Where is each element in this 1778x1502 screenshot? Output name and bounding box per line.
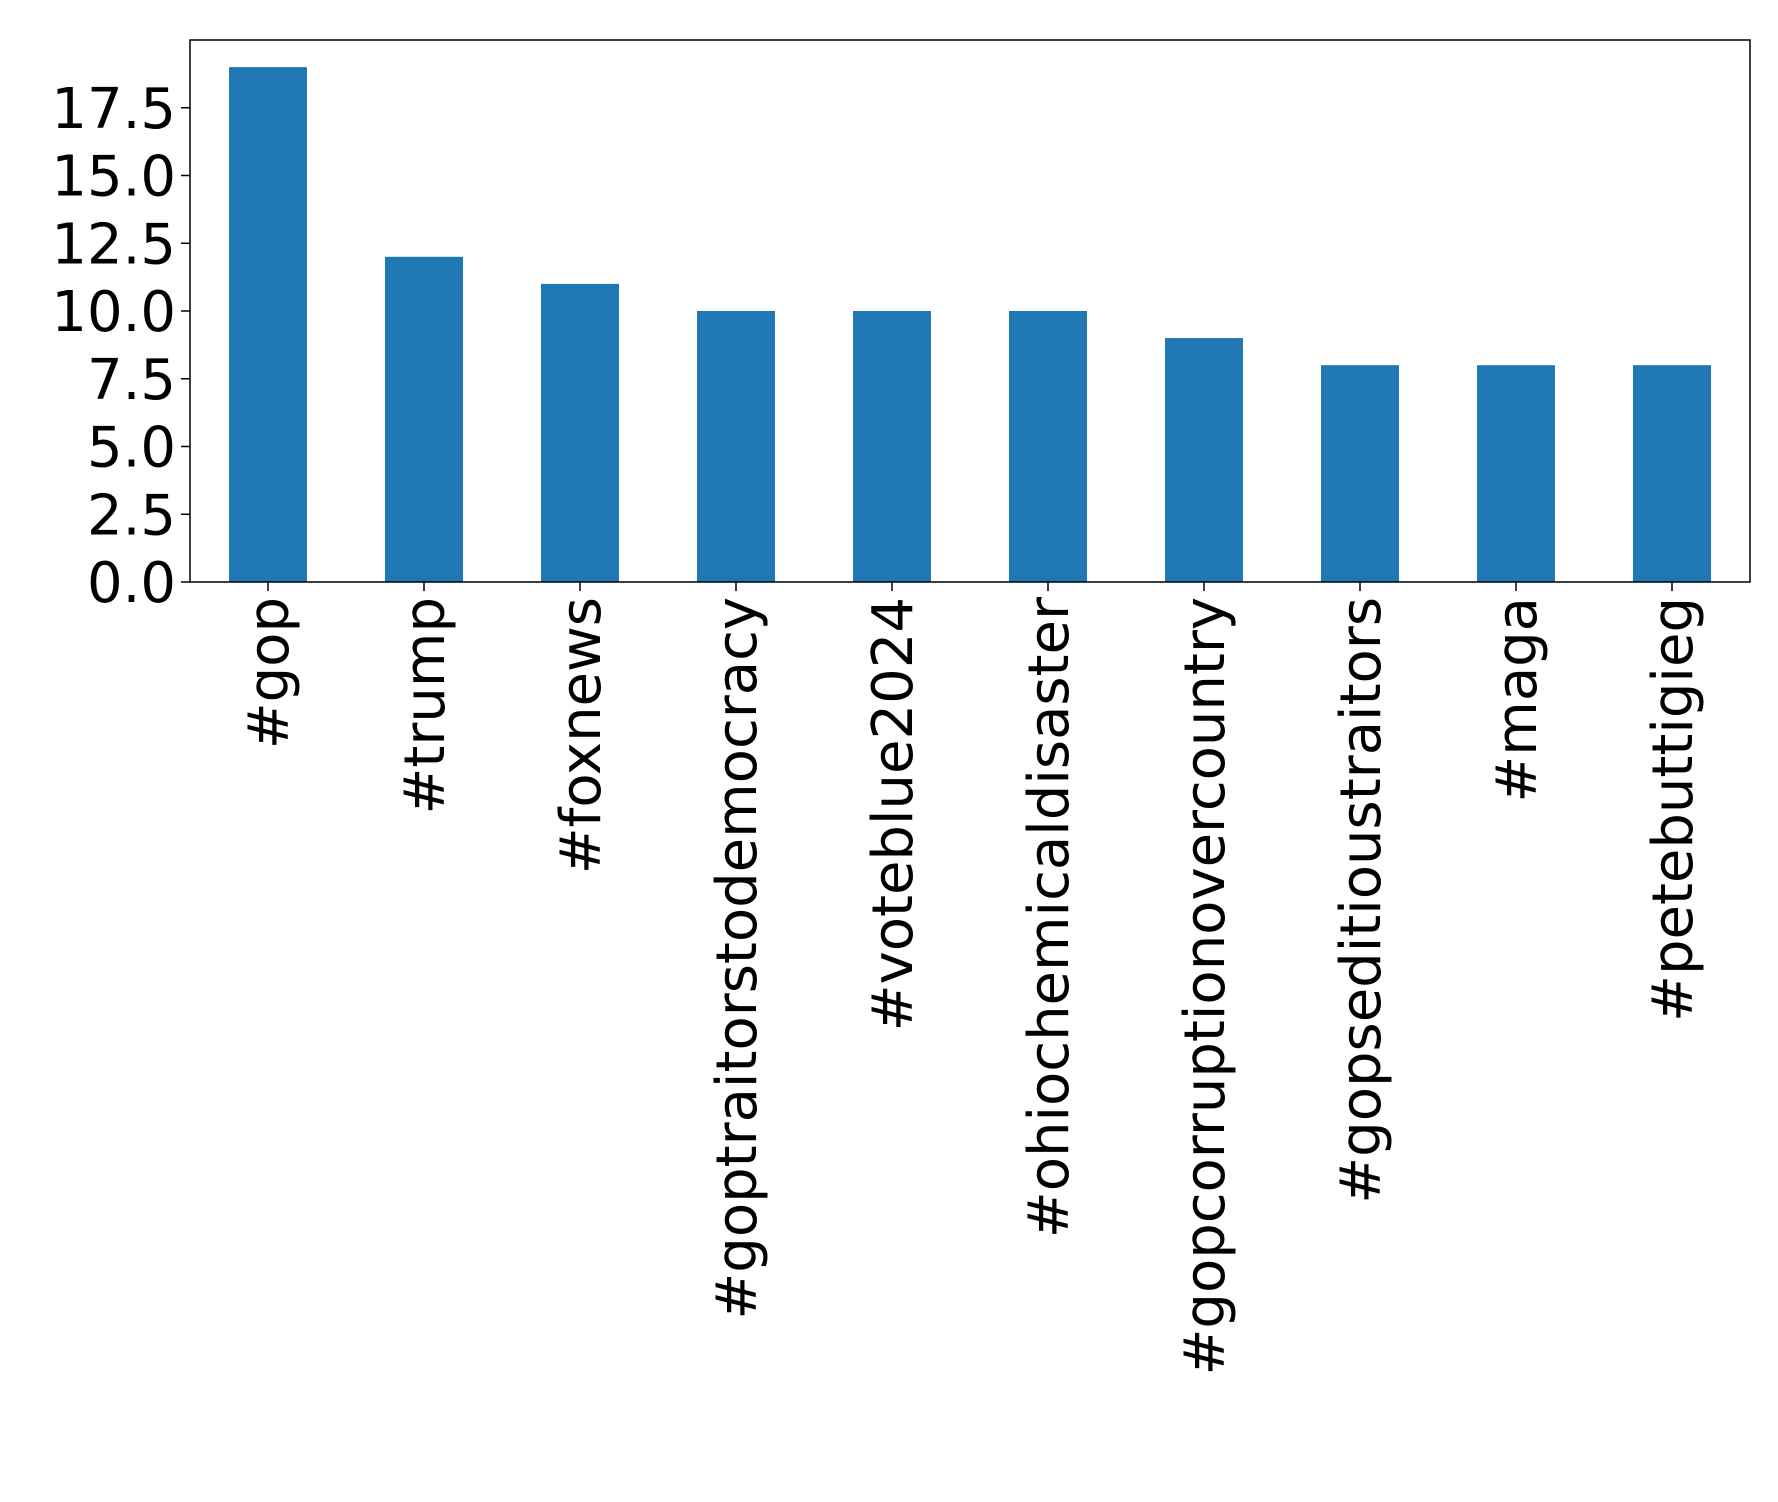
plot-frame — [189, 39, 1751, 583]
y-tick-label: 15.0 — [51, 145, 176, 210]
bar-voteblue2024 — [853, 311, 931, 582]
bars-layer — [229, 67, 1711, 583]
x-tick-label: #gopcorruptionovercountry — [1173, 597, 1238, 1376]
x-tick-label: #maga — [1485, 597, 1550, 803]
bar-ohiochemicaldisaster — [1009, 311, 1087, 582]
bar-trump — [385, 256, 463, 582]
y-tick-label: 0.0 — [87, 551, 176, 616]
bar-maga — [1477, 365, 1555, 582]
y-tick-label: 10.0 — [51, 280, 176, 345]
y-axis: 0.02.55.07.510.012.515.017.5 — [51, 77, 190, 616]
y-tick-label: 5.0 — [87, 416, 176, 481]
bar-goptraitorstodemocracy — [697, 311, 775, 582]
x-tick-label: #foxnews — [549, 597, 614, 874]
y-tick-label: 2.5 — [87, 483, 176, 548]
x-tick-label: #goptraitorstodemocracy — [705, 597, 770, 1320]
bar-gopseditioustraitors — [1321, 365, 1399, 582]
y-tick-label: 7.5 — [87, 348, 176, 413]
x-tick-label: #voteblue2024 — [861, 597, 926, 1031]
x-tick-label: #gopseditioustraitors — [1329, 597, 1394, 1204]
x-tick-label: #gop — [237, 597, 302, 749]
bar-gop — [229, 67, 307, 583]
y-tick-label: 17.5 — [51, 77, 176, 142]
x-tick-label: #trump — [393, 597, 458, 815]
bar-foxnews — [541, 283, 619, 582]
bar-gopcorruptionovercountry — [1165, 338, 1243, 582]
bar-petebuttigieg — [1633, 365, 1711, 582]
x-tick-label: #petebuttigieg — [1641, 597, 1706, 1022]
y-tick-label: 12.5 — [51, 212, 176, 277]
x-tick-label: #ohiochemicaldisaster — [1017, 596, 1082, 1238]
x-axis: #gop #trump #foxnews #goptraitorstodemocrac… — [237, 582, 1706, 1376]
